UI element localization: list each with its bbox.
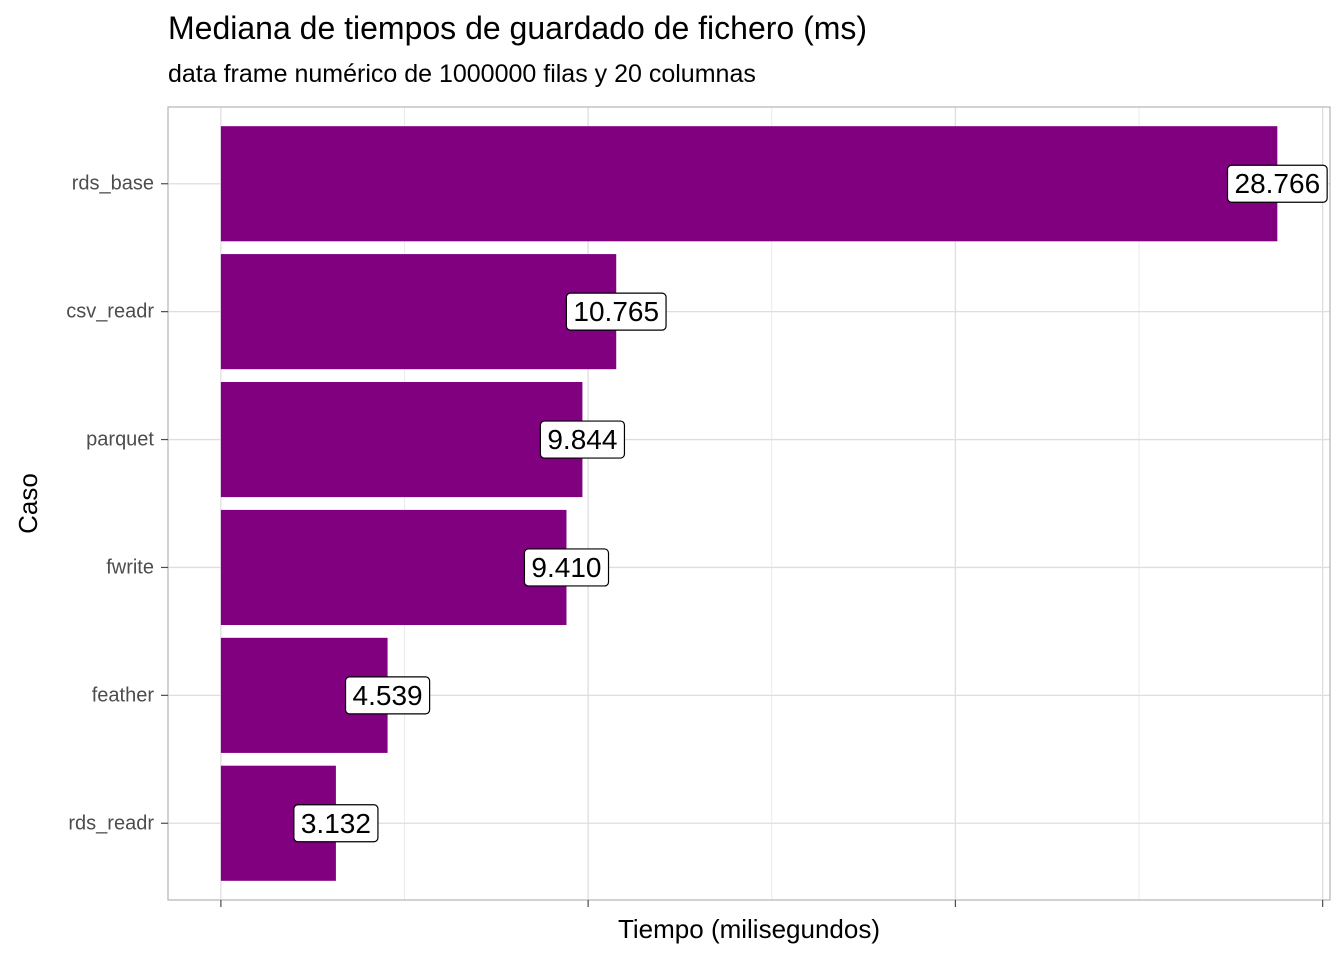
data-label-box bbox=[523, 548, 610, 587]
data-label-box bbox=[344, 676, 431, 715]
x-axis-title: Tiempo (milisegundos) bbox=[618, 914, 880, 944]
y-tick-label: feather bbox=[92, 684, 155, 706]
data-labels: 28.766 10.765 9.844 9.410 4.539 3.132 bbox=[293, 164, 1328, 843]
data-label-text: 4.539 bbox=[353, 680, 423, 711]
data-label: 28.766 bbox=[1226, 164, 1328, 203]
chart-subtitle: data frame numérico de 1000000 filas y 2… bbox=[168, 60, 756, 88]
bar bbox=[220, 254, 617, 370]
data-label-text: 3.132 bbox=[301, 808, 371, 839]
data-label-text: 9.844 bbox=[547, 424, 617, 455]
data-label-box bbox=[293, 804, 379, 843]
data-label-box bbox=[539, 420, 626, 459]
data-label-text: 28.766 bbox=[1235, 168, 1321, 199]
data-label: 4.539 bbox=[344, 676, 431, 715]
y-tick-label: parquet bbox=[86, 429, 154, 451]
y-tick-label: csv_readr bbox=[66, 301, 154, 323]
y-tick-label: rds_readr bbox=[68, 812, 154, 834]
bar bbox=[220, 381, 583, 498]
bar bbox=[220, 509, 567, 626]
data-label: 9.410 bbox=[523, 548, 610, 587]
data-label-box bbox=[1226, 164, 1328, 203]
data-label: 3.132 bbox=[293, 804, 379, 843]
data-label-box bbox=[565, 292, 667, 331]
data-label-text: 9.410 bbox=[531, 552, 601, 583]
y-tick-label: fwrite bbox=[106, 556, 154, 578]
data-label: 10.765 bbox=[565, 292, 667, 331]
y-tick-label: rds_base bbox=[72, 173, 154, 195]
chart-title: Mediana de tiempos de guardado de ficher… bbox=[168, 10, 868, 46]
data-label-text: 10.765 bbox=[573, 296, 659, 327]
x-axis bbox=[220, 900, 1324, 907]
y-axis-title: Caso bbox=[13, 473, 43, 534]
plot-panel-border bbox=[167, 106, 1331, 901]
data-label: 9.844 bbox=[539, 420, 626, 459]
bars bbox=[220, 126, 1278, 881]
bar bbox=[220, 126, 1278, 242]
